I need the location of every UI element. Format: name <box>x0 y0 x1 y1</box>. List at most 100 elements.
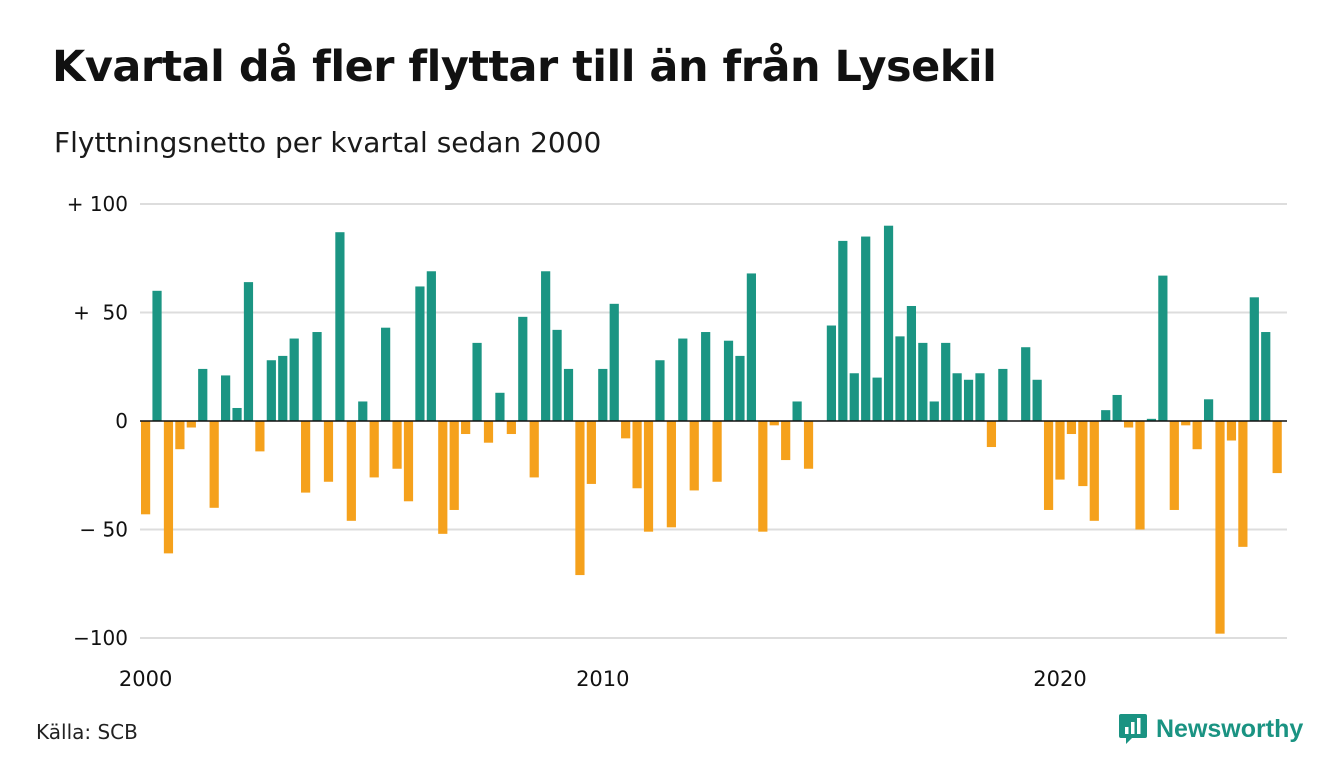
bar <box>186 421 196 428</box>
bar <box>678 338 688 421</box>
y-tick-label: − 50 <box>79 518 128 542</box>
bar <box>415 286 425 421</box>
bar <box>655 360 665 421</box>
bar <box>918 342 928 421</box>
bar <box>803 421 814 469</box>
bar <box>861 236 871 421</box>
newsworthy-logo-icon <box>1119 714 1147 744</box>
bar <box>461 421 471 435</box>
bar <box>689 421 699 491</box>
bar-chart: + 100 + 50 0 − 50 −100 2000 2010 2020 <box>67 192 1287 691</box>
bar <box>175 421 185 450</box>
bar <box>323 421 334 482</box>
bar <box>289 338 299 421</box>
bar <box>609 303 619 421</box>
bar <box>1238 421 1248 547</box>
bar <box>621 421 631 439</box>
y-tick-label: −100 <box>73 626 128 650</box>
bar <box>403 421 414 502</box>
bar <box>472 342 482 421</box>
brand-name: Newsworthy <box>1156 714 1304 743</box>
bar <box>632 421 642 489</box>
bar <box>975 373 985 421</box>
bar <box>1101 410 1111 421</box>
chart-title: Kvartal då fler flyttar till än från Lys… <box>52 42 997 92</box>
bar <box>1135 421 1145 530</box>
bar <box>209 421 219 508</box>
bar <box>1158 275 1168 421</box>
bar <box>1215 421 1225 634</box>
bar <box>758 421 768 532</box>
bar <box>1055 421 1065 480</box>
y-tick-label: + 100 <box>67 192 128 216</box>
bar <box>735 355 745 421</box>
bar <box>998 368 1008 421</box>
bar <box>232 407 242 421</box>
x-tick-label: 2020 <box>1033 667 1086 691</box>
bar <box>518 316 528 421</box>
x-tick-label: 2010 <box>576 667 629 691</box>
bar <box>1261 332 1271 421</box>
bar <box>746 273 756 421</box>
bar <box>712 421 722 482</box>
bar <box>358 401 368 421</box>
bar <box>1066 421 1077 435</box>
bar <box>243 282 254 421</box>
bar <box>1123 421 1134 428</box>
bars <box>141 225 1282 634</box>
bar <box>438 421 448 534</box>
bar <box>381 327 391 421</box>
bar <box>838 240 848 421</box>
chart-subtitle: Flyttningsnetto per kvartal sedan 2000 <box>54 126 602 159</box>
x-tick-label: 2000 <box>119 667 172 691</box>
bar <box>701 332 711 421</box>
bar <box>586 421 596 484</box>
bar <box>1146 418 1157 421</box>
bar <box>1112 394 1122 421</box>
bar <box>141 421 151 515</box>
bar <box>506 421 516 435</box>
bar <box>1203 399 1214 421</box>
brand-logo: Newsworthy <box>1118 712 1303 746</box>
bar <box>1043 421 1054 510</box>
bar <box>483 421 494 443</box>
bar <box>563 368 574 421</box>
bar <box>552 329 562 421</box>
bar <box>1021 347 1031 421</box>
bar <box>449 421 459 510</box>
bar <box>255 421 265 452</box>
bar <box>1226 421 1237 441</box>
x-axis-tick-labels: 2000 2010 2020 <box>119 667 1087 691</box>
bar <box>643 421 654 532</box>
bar <box>906 305 917 421</box>
bar <box>769 421 779 426</box>
bar <box>826 325 836 421</box>
bar <box>1249 297 1259 421</box>
source-note: Källa: SCB <box>36 720 138 744</box>
bar <box>849 373 859 421</box>
y-tick-label: 0 <box>115 409 128 433</box>
bar <box>266 360 276 421</box>
bar <box>152 290 162 421</box>
bar <box>335 232 345 421</box>
bar <box>1089 421 1099 521</box>
bar <box>529 421 539 478</box>
bar <box>986 421 997 448</box>
bar <box>895 336 905 421</box>
bar <box>1078 421 1088 487</box>
bar <box>1169 421 1179 510</box>
bar <box>426 271 436 421</box>
y-axis-tick-labels: + 100 + 50 0 − 50 −100 <box>67 192 128 650</box>
bar <box>872 377 882 421</box>
bar <box>541 271 551 421</box>
bar <box>1192 421 1202 450</box>
bar <box>312 332 322 421</box>
bar <box>278 355 288 421</box>
bar <box>883 225 894 421</box>
bar <box>963 379 974 421</box>
bar <box>666 421 676 528</box>
bar <box>495 392 505 421</box>
bar <box>1181 421 1191 426</box>
bar <box>575 421 585 576</box>
bar <box>369 421 379 478</box>
